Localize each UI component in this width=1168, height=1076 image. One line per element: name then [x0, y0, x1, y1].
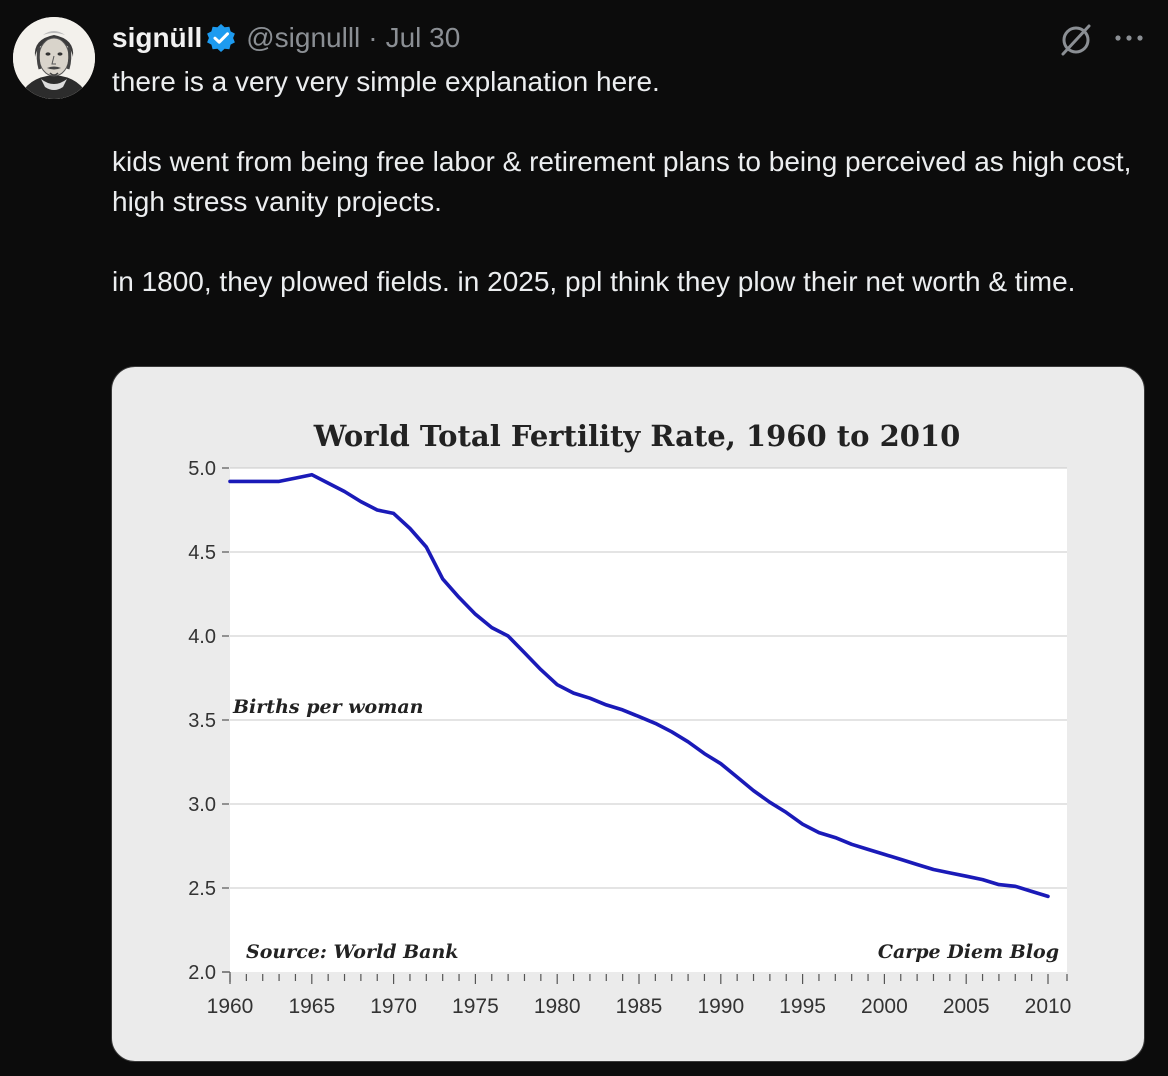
post-header: signüll @signulll · Jul 30 [112, 20, 460, 56]
x-tick-label: 1985 [616, 995, 663, 1018]
x-tick-label: 2000 [861, 995, 908, 1018]
post-paragraph: there is a very very simple explanation … [112, 66, 660, 97]
y-tick-label: 2.5 [188, 878, 216, 900]
post-text: there is a very very simple explanation … [112, 62, 1132, 302]
user-handle[interactable]: @signulll [246, 22, 361, 53]
y-tick-label: 5.0 [188, 458, 216, 480]
y-tick-label: 4.5 [188, 542, 216, 564]
grok-icon[interactable] [1058, 22, 1094, 58]
chart-title: World Total Fertility Rate, 1960 to 2010 [313, 419, 961, 453]
post-paragraph: kids went from being free labor & retire… [112, 146, 1132, 217]
verified-badge-icon [207, 24, 236, 52]
x-tick-label: 1995 [779, 995, 826, 1018]
y-tick-label: 3.0 [188, 794, 216, 816]
post-date[interactable]: Jul 30 [385, 22, 461, 53]
post-media-image[interactable]: 2.0 2.5 3.0 3.5 4.0 4.5 5.0 1960 1965 1970 1975 19… [111, 366, 1145, 1062]
x-tick-label: 2010 [1025, 995, 1072, 1018]
y-tick-label: 2.0 [188, 962, 216, 984]
avatar[interactable] [13, 17, 95, 99]
x-tick-label: 2005 [943, 995, 990, 1018]
avatar-portrait-image [13, 17, 95, 99]
x-tick-label: 1965 [288, 995, 335, 1018]
x-tick-label: 1970 [370, 995, 417, 1018]
post-paragraph: in 1800, they plowed fields. in 2025, pp… [112, 266, 1076, 297]
source-label: Source: World Bank [246, 941, 458, 963]
series-line [228, 472, 1050, 899]
separator-dot: · [368, 22, 378, 53]
y-tick-label: 3.5 [188, 710, 216, 732]
x-tick-label: 1990 [697, 995, 744, 1018]
fertility-rate-chart: 2.0 2.5 3.0 3.5 4.0 4.5 5.0 1960 1965 1970 1975 19… [188, 419, 1072, 1018]
x-tick-label: 1980 [534, 995, 581, 1018]
y-tick-label: 4.0 [188, 626, 216, 648]
y-axis-label: Births per woman [232, 696, 423, 718]
x-tick-label: 1960 [207, 995, 254, 1018]
display-name[interactable]: signüll [112, 22, 203, 53]
x-tick-label: 1975 [452, 995, 499, 1018]
credit-label: Carpe Diem Blog [878, 941, 1059, 963]
more-options-icon[interactable] [1112, 26, 1146, 50]
